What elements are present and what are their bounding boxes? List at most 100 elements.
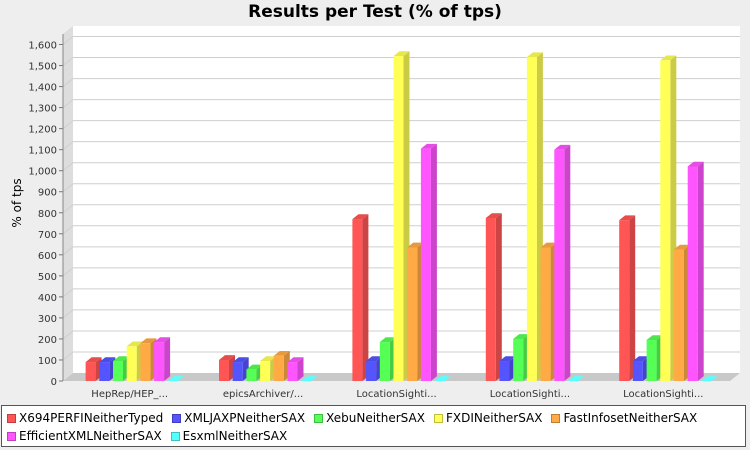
bar-front (273, 355, 284, 381)
bar-front (485, 218, 496, 381)
bar-top (260, 356, 277, 362)
y-tick-label: 400 (38, 293, 57, 304)
bar (687, 161, 704, 381)
bar-top (232, 357, 249, 363)
grid-line-side (62, 141, 74, 151)
bar (301, 376, 318, 381)
bar-top (301, 376, 318, 381)
legend-row: X694PERFINeitherTyped XMLJAXPNeitherSAX Xe… (7, 409, 745, 427)
bar-top (568, 376, 584, 381)
bar-front (219, 359, 229, 381)
bar-front (113, 361, 123, 381)
bar-front (99, 362, 110, 381)
bar-front (85, 362, 96, 381)
grid-line-side (62, 267, 74, 277)
bar-top (366, 356, 383, 362)
bar-front (540, 247, 551, 381)
bar-top (379, 337, 396, 343)
grid-line-side (62, 204, 74, 214)
legend: X694PERFINeitherTyped XMLJAXPNeitherSAX Xe… (1, 405, 746, 447)
bar (167, 376, 184, 381)
y-tick-label: 1,400 (28, 83, 57, 94)
bar-top (554, 144, 571, 150)
legend-swatch (314, 413, 324, 423)
y-tick-label: 800 (38, 209, 57, 220)
x-axis: HepRep/HEP_... epicsArchiver/... LocationS… (91, 389, 703, 400)
bar (513, 334, 530, 381)
x-tick-label: HepRep/HEP_... (91, 389, 168, 400)
bar-top (126, 341, 143, 347)
y-tick-label: 200 (38, 335, 57, 346)
bar-top (140, 338, 157, 344)
bar-front (379, 342, 390, 381)
bar (379, 337, 396, 381)
bar (407, 242, 424, 381)
y-axis-label: % of tps (10, 178, 24, 227)
x-tick-label: LocationSighti... (490, 389, 570, 400)
bar-top (154, 337, 171, 343)
bar-front (366, 361, 377, 381)
bar (526, 52, 543, 382)
bar-front (260, 361, 271, 381)
bar-front (674, 249, 684, 381)
legend-row: EfficientXMLNeitherSAX EsxmlNeitherSAX (7, 427, 745, 445)
bar-top (113, 356, 129, 362)
y-tick-label: 1,000 (28, 167, 57, 178)
x-tick-label: LocationSighti... (623, 389, 703, 400)
bar-top (219, 355, 235, 360)
bar (420, 143, 437, 381)
legend-swatch (433, 413, 443, 423)
legend-label: X694PERFINeitherTyped (19, 411, 164, 425)
legend-label: XebuNeitherSAX (326, 411, 425, 425)
bar-top (485, 213, 502, 219)
bar-top (393, 51, 410, 57)
bar-top (526, 52, 543, 58)
bar (701, 376, 718, 381)
legend-swatch (170, 431, 180, 441)
y-axis: 0 100 200 300 400 500 600 700 800 900 1,000 1,100 1,… (28, 34, 64, 388)
bar (154, 337, 171, 381)
legend-item: FastInfosetNeitherSAX (551, 411, 697, 425)
y-tick-label: 0 (51, 377, 57, 388)
bar-front (632, 361, 643, 381)
y-tick-label: 1,100 (28, 146, 57, 157)
bar-top (167, 376, 184, 381)
bar-front (420, 148, 431, 381)
bar (632, 356, 649, 381)
y-tick-label: 1,600 (28, 41, 57, 52)
chart-title: Results per Test (% of tps) (248, 2, 502, 22)
bar-front (646, 339, 657, 381)
bar-front (140, 343, 151, 381)
legend-item: EsxmlNeitherSAX (170, 429, 287, 443)
legend-swatch (551, 413, 561, 423)
bar (140, 338, 157, 381)
bar (99, 357, 116, 381)
bar-front (287, 362, 298, 381)
bar (232, 357, 249, 381)
legend-swatch (7, 413, 16, 423)
grid-line-side (62, 183, 74, 193)
bar (499, 356, 516, 381)
bar-top (273, 350, 290, 356)
bar (113, 356, 129, 381)
bar (352, 214, 369, 381)
bar (126, 341, 143, 381)
bar (660, 55, 677, 382)
bar-side (164, 337, 171, 381)
legend-item: XMLJAXPNeitherSAX (172, 411, 305, 425)
grid-line-side (62, 99, 74, 108)
bar (366, 356, 383, 381)
legend-item: X694PERFINeitherTyped (7, 411, 163, 425)
legend-item: FXDINeitherSAX (433, 411, 542, 425)
bar-top (660, 55, 677, 61)
bar-top (287, 357, 304, 363)
legend-swatch (172, 413, 182, 423)
bar-front (513, 338, 524, 381)
bar-top (352, 214, 369, 220)
grid-line-side (62, 120, 74, 130)
bar (568, 376, 584, 381)
y-tick-label: 100 (38, 356, 57, 367)
bar-top (407, 242, 424, 248)
legend-label: XMLJAXPNeitherSAX (184, 411, 306, 425)
bar (273, 350, 290, 381)
